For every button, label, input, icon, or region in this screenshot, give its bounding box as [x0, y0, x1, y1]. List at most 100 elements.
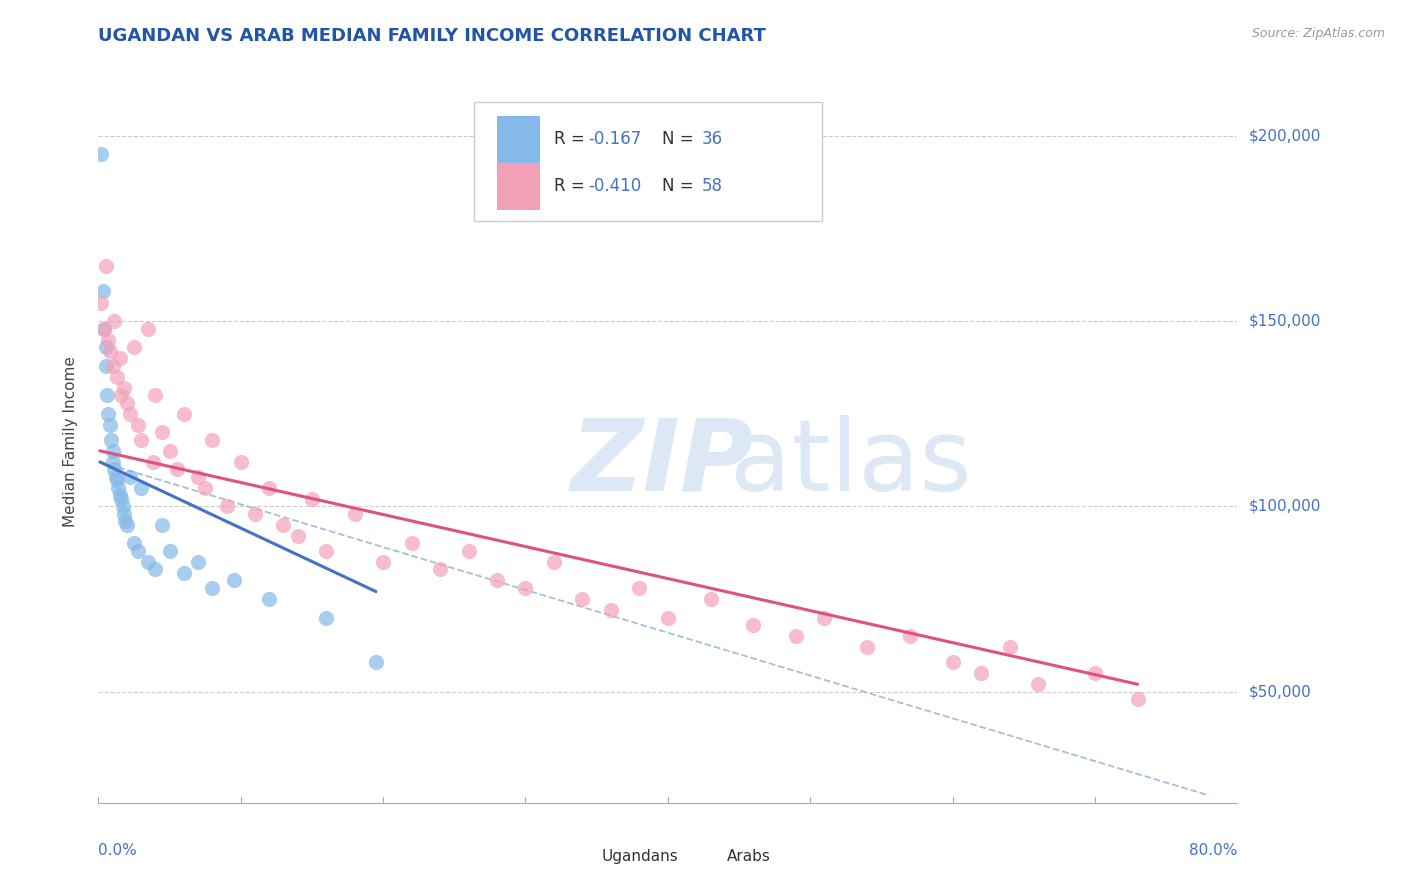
- Point: [457, 544, 479, 558]
- Point: [657, 610, 679, 624]
- Point: [273, 517, 295, 532]
- Text: -0.410: -0.410: [588, 178, 641, 195]
- Point: [173, 407, 195, 421]
- Point: [152, 425, 174, 440]
- Point: [187, 555, 209, 569]
- Point: [166, 462, 188, 476]
- Point: [108, 351, 131, 366]
- Point: [107, 481, 129, 495]
- Point: [103, 314, 125, 328]
- Point: [259, 592, 281, 607]
- Point: [94, 259, 117, 273]
- Point: [101, 443, 124, 458]
- Text: UGANDAN VS ARAB MEDIAN FAMILY INCOME CORRELATION CHART: UGANDAN VS ARAB MEDIAN FAMILY INCOME COR…: [98, 27, 766, 45]
- Point: [215, 500, 238, 514]
- Point: [187, 469, 209, 483]
- Y-axis label: Median Family Income: Median Family Income: [63, 356, 77, 527]
- Text: 80.0%: 80.0%: [1189, 843, 1237, 857]
- Point: [104, 469, 127, 483]
- Point: [97, 407, 120, 421]
- Point: [105, 369, 128, 384]
- Point: [373, 555, 395, 569]
- Point: [100, 433, 122, 447]
- Point: [486, 574, 509, 588]
- Point: [287, 529, 309, 543]
- Point: [343, 507, 366, 521]
- Point: [110, 388, 132, 402]
- Bar: [498, 162, 540, 210]
- Text: N =: N =: [662, 178, 699, 195]
- Point: [429, 562, 451, 576]
- Point: [571, 592, 593, 607]
- Text: Ugandans: Ugandans: [602, 849, 679, 864]
- Point: [201, 581, 224, 595]
- Text: atlas: atlas: [731, 415, 972, 512]
- Point: [118, 407, 141, 421]
- Point: [152, 517, 174, 532]
- Text: $200,000: $200,000: [1249, 128, 1320, 144]
- Text: 0.0%: 0.0%: [98, 843, 138, 857]
- Point: [742, 618, 765, 632]
- Point: [112, 381, 135, 395]
- Text: R =: R =: [554, 130, 591, 148]
- Point: [145, 562, 167, 576]
- Point: [515, 581, 537, 595]
- Point: [785, 629, 807, 643]
- Point: [898, 629, 921, 643]
- Point: [1084, 666, 1107, 681]
- Point: [136, 555, 159, 569]
- Point: [122, 536, 145, 550]
- Text: $150,000: $150,000: [1249, 314, 1320, 328]
- Point: [243, 507, 266, 521]
- Point: [103, 462, 125, 476]
- Point: [98, 343, 121, 358]
- Text: N =: N =: [662, 130, 699, 148]
- Point: [856, 640, 879, 655]
- Bar: [498, 116, 540, 162]
- Point: [115, 395, 138, 409]
- Point: [111, 500, 134, 514]
- Point: [315, 610, 337, 624]
- Point: [543, 555, 565, 569]
- FancyBboxPatch shape: [474, 102, 821, 221]
- Point: [91, 285, 114, 299]
- Point: [229, 455, 252, 469]
- Point: [127, 544, 149, 558]
- Point: [105, 474, 128, 488]
- Point: [115, 517, 138, 532]
- Point: [401, 536, 423, 550]
- Point: [301, 491, 323, 506]
- Bar: [571, 844, 596, 870]
- Point: [90, 295, 112, 310]
- Point: [600, 603, 623, 617]
- Point: [970, 666, 993, 681]
- Point: [101, 455, 124, 469]
- Point: [194, 481, 217, 495]
- Point: [122, 340, 145, 354]
- Text: 36: 36: [702, 130, 723, 148]
- Point: [699, 592, 721, 607]
- Text: $100,000: $100,000: [1249, 499, 1320, 514]
- Point: [93, 321, 115, 335]
- Text: -0.167: -0.167: [588, 130, 641, 148]
- Point: [108, 488, 131, 502]
- Point: [315, 544, 337, 558]
- Point: [201, 433, 224, 447]
- Point: [93, 321, 115, 335]
- Point: [141, 455, 163, 469]
- Text: Arabs: Arabs: [727, 849, 770, 864]
- Text: Source: ZipAtlas.com: Source: ZipAtlas.com: [1251, 27, 1385, 40]
- Point: [129, 433, 152, 447]
- Text: 58: 58: [702, 178, 723, 195]
- Point: [118, 469, 141, 483]
- Point: [127, 417, 149, 432]
- Point: [159, 544, 181, 558]
- Point: [1126, 692, 1149, 706]
- Point: [98, 417, 121, 432]
- Text: ZIP: ZIP: [571, 415, 754, 512]
- Point: [94, 359, 117, 373]
- Point: [813, 610, 835, 624]
- Point: [628, 581, 651, 595]
- Point: [222, 574, 245, 588]
- Point: [145, 388, 167, 402]
